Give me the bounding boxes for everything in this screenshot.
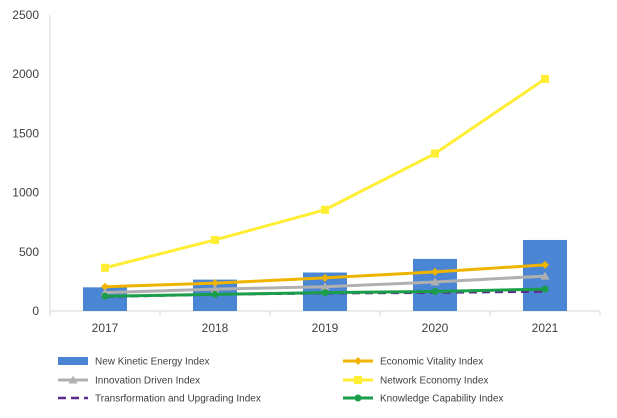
x-tick-label: 2021	[532, 321, 559, 335]
point-innovation-driven-index	[320, 282, 330, 291]
point-knowledge-capability-index	[211, 290, 219, 298]
legend-swatch	[58, 357, 88, 365]
point-economic-vitality-index	[321, 273, 329, 282]
legend-item: Transrformation and Upgrading Index	[58, 394, 261, 405]
y-tick-label: 1500	[12, 126, 39, 140]
x-tick-label: 2017	[92, 321, 119, 335]
point-economic-vitality-index	[101, 282, 109, 291]
x-tick-label: 2018	[202, 321, 229, 335]
point-knowledge-capability-index	[101, 292, 109, 300]
point-network-economy-index	[321, 205, 329, 214]
y-tick-label: 1000	[12, 186, 39, 200]
point-economic-vitality-index	[541, 260, 549, 269]
legend-item: Innovation Driven Index	[58, 375, 200, 387]
legend-label: Network Economy Index	[380, 376, 488, 387]
point-network-economy-index	[431, 149, 439, 158]
point-innovation-driven-index	[540, 271, 550, 280]
legend-marker	[354, 394, 362, 402]
line-series	[100, 74, 550, 300]
y-axis: 0 500 1000 1500 2000 2500	[12, 8, 51, 318]
x-axis: 2017 2018 2019 2020 2021	[49, 310, 601, 335]
line-network-economy-index	[104, 77, 546, 270]
legend-label: Knowledge Capability Index	[380, 394, 503, 405]
legend-item: Knowledge Capability Index	[343, 394, 503, 405]
legend-label: Transrformation and Upgrading Index	[95, 394, 261, 405]
legend-marker	[68, 375, 78, 384]
legend-item: Economic Vitality Index	[343, 357, 483, 368]
legend-item: New Kinetic Energy Index	[58, 357, 210, 368]
legend: New Kinetic Energy Index Economic Vitalit…	[58, 357, 503, 405]
point-knowledge-capability-index	[431, 287, 439, 295]
x-tick-label: 2020	[422, 321, 449, 335]
point-knowledge-capability-index	[321, 289, 329, 297]
point-innovation-driven-index	[430, 277, 440, 286]
point-knowledge-capability-index	[541, 285, 549, 293]
y-tick-label: 0	[32, 304, 39, 318]
legend-marker	[354, 376, 362, 384]
point-economic-vitality-index	[211, 279, 219, 288]
line-transrformation-and-upgrading-index	[104, 290, 546, 299]
legend-item: Network Economy Index	[343, 376, 488, 387]
legend-label: New Kinetic Energy Index	[95, 357, 210, 368]
point-network-economy-index	[101, 263, 109, 272]
point-network-economy-index	[211, 235, 219, 244]
legend-label: Innovation Driven Index	[95, 376, 200, 387]
point-economic-vitality-index	[431, 267, 439, 276]
y-tick-label: 2500	[12, 8, 39, 22]
legend-label: Economic Vitality Index	[380, 357, 483, 368]
y-tick-label: 500	[19, 245, 39, 259]
y-tick-label: 2000	[12, 67, 39, 81]
point-network-economy-index	[541, 74, 549, 83]
point-innovation-driven-index	[210, 284, 220, 293]
legend-marker	[354, 357, 362, 365]
x-tick-label: 2019	[312, 321, 339, 335]
